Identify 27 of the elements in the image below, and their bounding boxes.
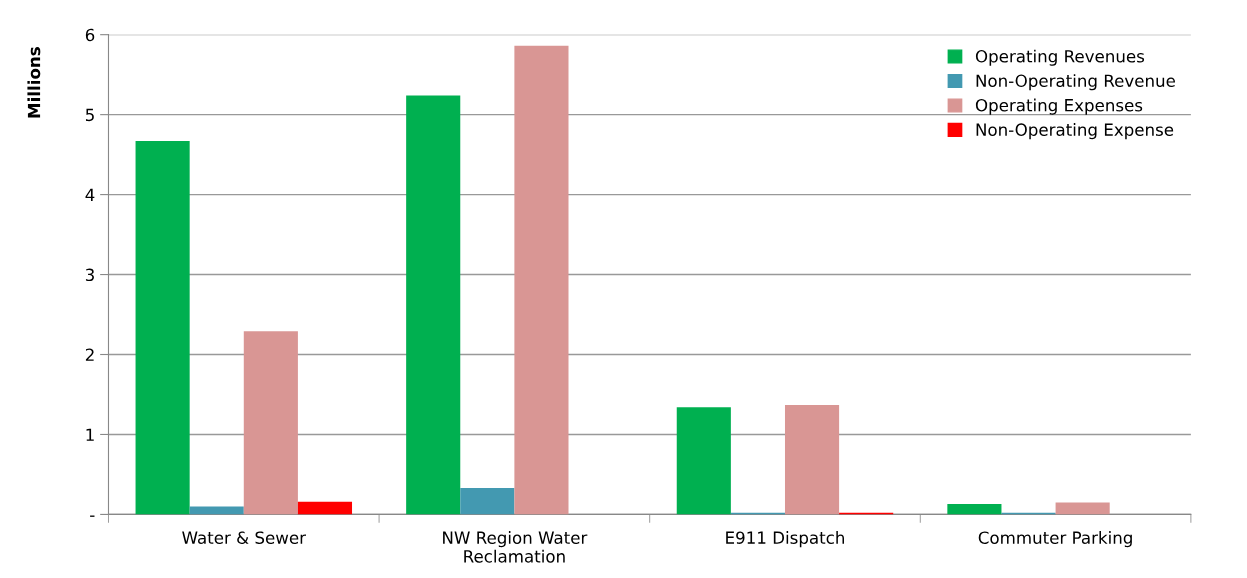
bar bbox=[784, 404, 840, 515]
bar bbox=[135, 141, 190, 515]
bar bbox=[243, 331, 298, 515]
bar bbox=[189, 506, 244, 515]
y-tick-label: 3 bbox=[85, 268, 94, 282]
y-tick-label: - bbox=[90, 515, 95, 517]
x-tick-label: Commuter Parking bbox=[978, 531, 1132, 548]
x-tick-label: Water & Sewer bbox=[182, 531, 306, 544]
legend-label: Non-Operating Expense bbox=[976, 123, 1174, 140]
y-tick-label: 1 bbox=[86, 428, 94, 441]
legend-label: Operating Revenues bbox=[975, 49, 1145, 66]
y-tick-label: 2 bbox=[85, 348, 94, 361]
legend-label: Operating Expenses bbox=[975, 98, 1143, 115]
bar bbox=[460, 488, 515, 515]
x-tick-label: E911 Dispatch bbox=[726, 531, 844, 548]
bar bbox=[514, 45, 569, 515]
y-axis-title: Millions bbox=[27, 47, 41, 118]
bar bbox=[676, 407, 731, 515]
y-tick-label: 5 bbox=[85, 108, 94, 122]
bar bbox=[406, 95, 461, 515]
y-tick-label: 6 bbox=[85, 28, 95, 42]
bar bbox=[1055, 502, 1110, 515]
bar bbox=[947, 504, 1002, 515]
y-tick-label: 4 bbox=[85, 188, 95, 201]
bar bbox=[297, 501, 353, 515]
legend-label: Non-Operating Revenue bbox=[976, 74, 1175, 91]
x-tick-label: NW Region Water Reclamation bbox=[443, 531, 588, 563]
